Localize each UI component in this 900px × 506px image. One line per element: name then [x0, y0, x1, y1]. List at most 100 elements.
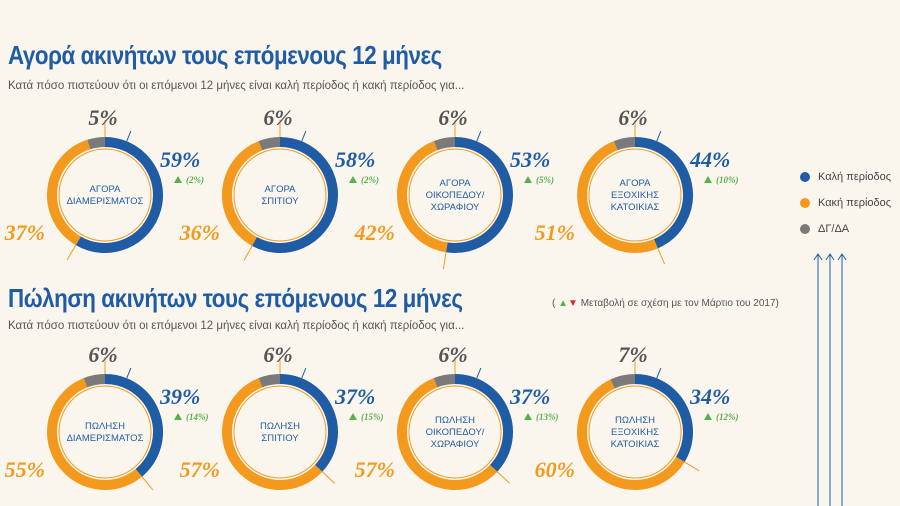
center-label-line: ΣΠΙΤΙΟΥ	[261, 196, 299, 207]
center-label-line: ΑΓΟΡΑ	[620, 178, 652, 189]
leader-line-bad	[66, 244, 77, 261]
good-pct-label: 37%	[334, 384, 375, 409]
center-label-line: ΑΓΟΡΑ	[90, 184, 122, 195]
bad-pct-label: 60%	[535, 457, 575, 482]
legend-item-good: Καλή περίοδος	[800, 164, 891, 190]
slice-bad	[222, 378, 323, 490]
legend-label-good: Καλή περίοδος	[818, 171, 892, 183]
leader-line-bad	[657, 248, 665, 265]
dk-pct-label: 6%	[88, 342, 117, 367]
inner-ring	[233, 148, 327, 242]
slice-bad	[47, 378, 142, 490]
change-label: (5%)	[536, 175, 554, 185]
bad-pct-label: 36%	[179, 220, 220, 245]
slice-good	[279, 374, 338, 472]
bad-pct-label: 51%	[535, 220, 575, 245]
change-label: (15%)	[361, 412, 384, 422]
leader-line-good	[476, 367, 482, 379]
change-up-triangle	[174, 413, 182, 420]
leader-line-good	[126, 367, 132, 379]
slice-good	[446, 137, 513, 253]
slice-good	[104, 374, 163, 477]
slice-dk	[83, 374, 106, 388]
triangle-up-icon: ▲	[558, 298, 569, 309]
inner-ring	[58, 385, 152, 479]
legend: Καλή περίοδος Κακή περίοδος ΔΓ/ΔΑ	[800, 164, 891, 242]
leader-line-bad	[496, 471, 511, 484]
leader-line-bad	[442, 252, 447, 270]
good-pct-label: 53%	[510, 147, 550, 172]
good-pct-label: 34%	[689, 384, 730, 409]
leader-line-good	[656, 130, 662, 142]
slice-good	[634, 137, 693, 249]
slice-bad	[577, 379, 685, 490]
slice-dk	[87, 136, 106, 150]
slice-good	[454, 374, 513, 472]
center-label-line: ΕΞΟΧΙΚΗΣ	[611, 427, 659, 438]
leader-line-bad	[321, 471, 336, 484]
center-label-line: ΠΩΛΗΣΗ	[435, 415, 475, 426]
change-label: (2%)	[361, 175, 379, 185]
buy-section-title: Αγορά ακινήτων τους επόμενους 12 μήνες	[8, 40, 442, 70]
inner-ring	[58, 148, 152, 242]
center-label-line: ΔΙΑΜΕΡΙΣΜΑΤΟΣ	[67, 433, 144, 444]
center-label-line: ΟΙΚΟΠΕΔΟΥ/	[426, 190, 485, 201]
decorative-arrows-icon	[813, 253, 847, 506]
inner-ring	[233, 385, 327, 479]
dk-pct-label: 6%	[263, 342, 292, 367]
sell-section-subtitle: Κατά πόσο πιστεύουν ότι οι επόμενοι 12 μ…	[8, 320, 465, 332]
leader-line-good	[126, 130, 132, 142]
good-pct-label: 37%	[509, 384, 550, 409]
inner-ring	[588, 148, 682, 242]
dk-pct-label: 5%	[88, 105, 117, 130]
slice-dk	[258, 137, 281, 151]
center-label-line: ΠΩΛΗΣΗ	[85, 421, 125, 432]
dk-pct-label: 6%	[438, 342, 467, 367]
sell-section-title: Πώληση ακινήτων τους επόμενους 12 μήνες	[8, 283, 463, 313]
center-label-line: ΑΓΟΡΑ	[265, 184, 297, 195]
leader-line-good	[301, 367, 307, 379]
slice-good	[252, 137, 338, 253]
leader-line-bad	[684, 461, 700, 472]
center-label-line: ΟΙΚΟΠΕΔΟΥ/	[426, 427, 485, 438]
bad-pct-label: 37%	[4, 220, 45, 245]
slice-dk	[610, 374, 636, 389]
slice-good	[75, 137, 163, 253]
slice-dk	[433, 374, 456, 388]
bad-pct-label: 42%	[354, 220, 395, 245]
bad-pct-label: 55%	[5, 457, 45, 482]
leader-line-good	[656, 367, 662, 379]
center-label-line: ΑΓΟΡΑ	[440, 178, 472, 189]
legend-label-bad: Κακή περίοδος	[818, 197, 892, 209]
center-label-line: ΧΩΡΑΦΙΟΥ	[431, 439, 480, 450]
change-note-open-paren: (	[552, 298, 556, 309]
buy-section-subtitle: Κατά πόσο πιστεύουν ότι οι επόμενοι 12 μ…	[8, 80, 465, 92]
legend-label-dk: ΔΓ/ΔΑ	[818, 223, 850, 235]
good-pct-label: 44%	[689, 147, 730, 172]
slice-dk	[433, 137, 456, 151]
slice-bad	[397, 378, 498, 490]
dk-pct-label: 7%	[618, 342, 647, 367]
dk-pct-label: 6%	[618, 105, 647, 130]
center-label-line: ΣΠΙΤΙΟΥ	[261, 433, 299, 444]
change-up-triangle	[174, 176, 182, 183]
center-label-line: ΕΞΟΧΙΚΗΣ	[611, 190, 659, 201]
slice-bad	[47, 139, 91, 246]
inner-ring	[408, 385, 502, 479]
change-label: (13%)	[536, 412, 559, 422]
change-up-triangle	[704, 176, 712, 183]
change-note-text: Μεταβολή σε σχέση με τον Μάρτιο του 2017…	[580, 298, 779, 309]
bad-pct-label: 57%	[180, 457, 220, 482]
leader-line-bad	[141, 476, 154, 491]
slice-bad	[222, 141, 263, 246]
inner-ring	[408, 148, 502, 242]
good-pct-label: 59%	[160, 147, 200, 172]
change-label: (10%)	[716, 175, 739, 185]
change-up-triangle	[524, 413, 532, 420]
change-up-triangle	[704, 413, 712, 420]
center-label-line: ΚΑΤΟΙΚΙΑΣ	[611, 439, 660, 450]
legend-dot-bad	[800, 198, 810, 208]
slice-dk	[613, 137, 636, 151]
change-label: (14%)	[186, 412, 209, 422]
slice-bad	[577, 141, 658, 253]
